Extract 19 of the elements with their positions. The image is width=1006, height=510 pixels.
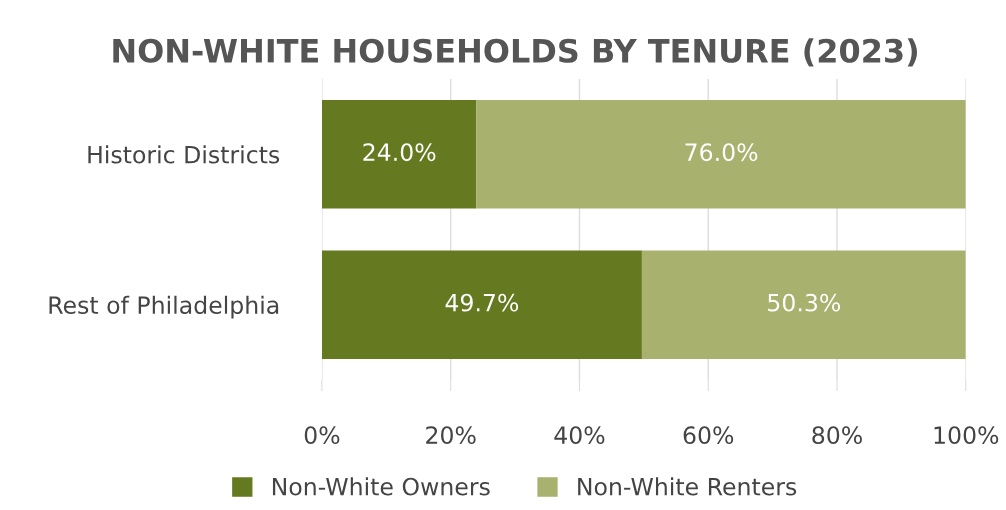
data-label: 76.0% [685, 143, 758, 162]
legend-label: Non-White Owners [272, 477, 490, 496]
data-label: 49.7% [445, 293, 519, 312]
x-tick-label: 0% [304, 426, 340, 445]
chart-title: NON-WHITE HOUSEHOLDS BY TENURE (2023) [113, 38, 918, 67]
data-label: 50.3% [768, 293, 841, 312]
y-tick-label: Historic Districts [88, 145, 280, 164]
y-tick-label: Rest of Philadelphia [49, 295, 279, 319]
legend-label: Non-White Renters [578, 477, 797, 496]
bar [321, 100, 477, 209]
data-label: 24.0% [363, 143, 436, 162]
bar [476, 100, 966, 209]
bar [321, 250, 642, 359]
x-tick-label: 80% [812, 426, 862, 445]
bar [641, 250, 966, 359]
x-tick-label: 40% [554, 426, 605, 445]
x-tick-label: 20% [426, 426, 476, 445]
x-tick-label: 60% [683, 426, 734, 445]
x-tick-label: 100% [934, 426, 999, 445]
